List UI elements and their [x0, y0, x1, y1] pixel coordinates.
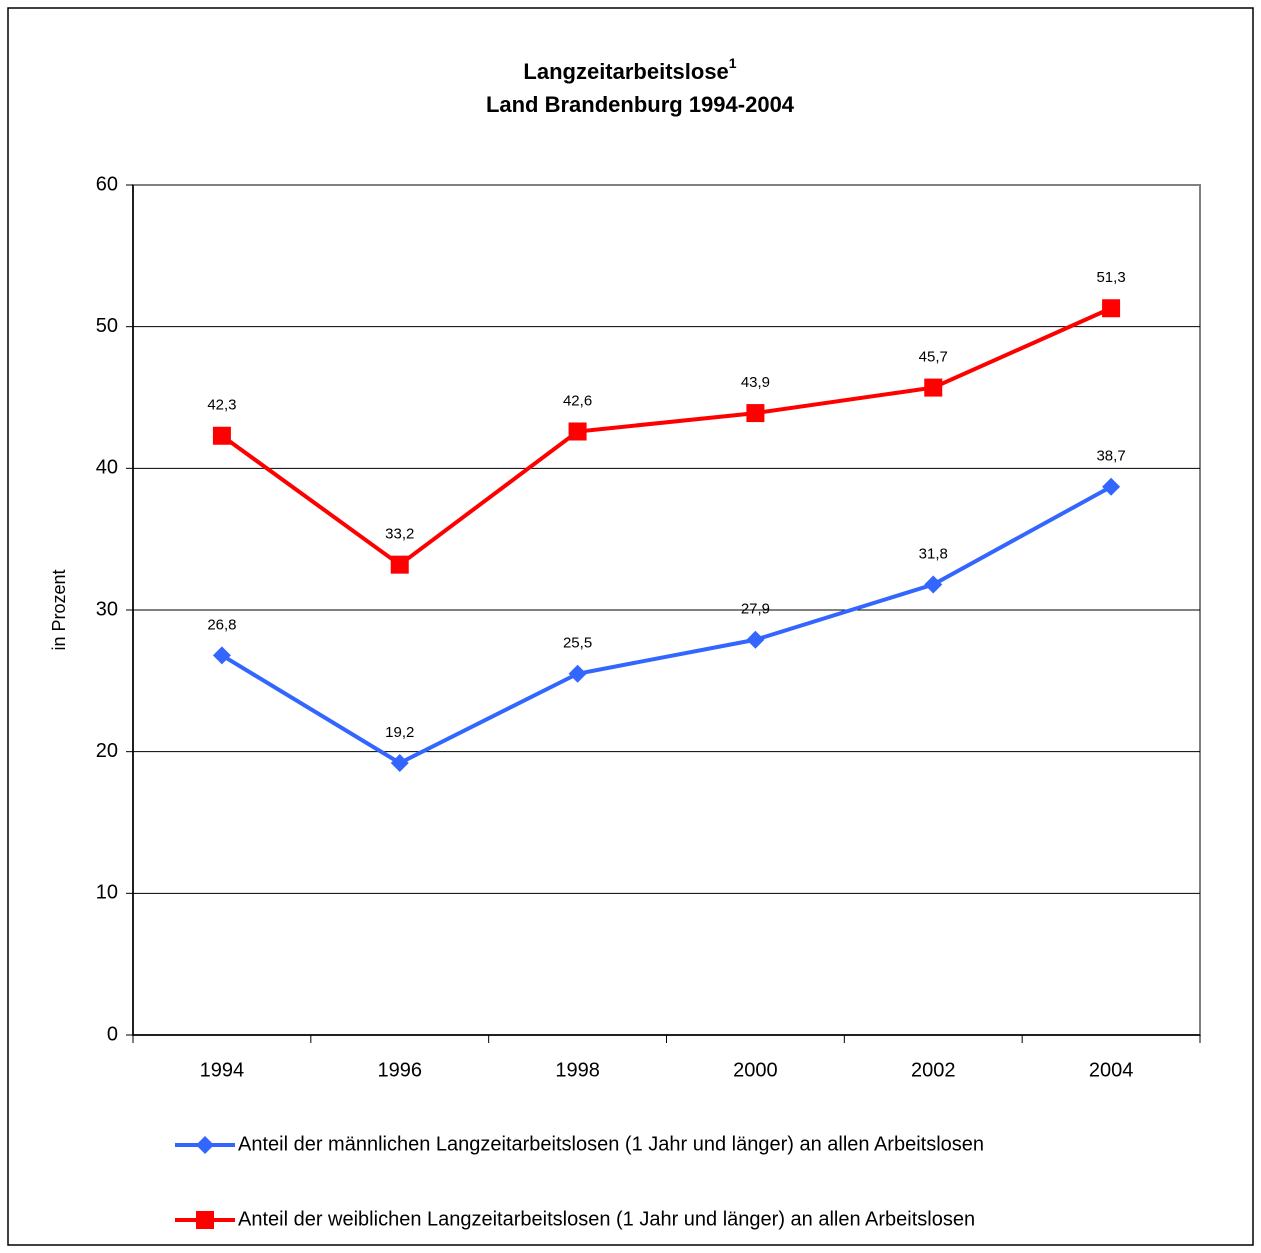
x-tick-label: 2004 — [1089, 1059, 1134, 1081]
title-superscript: 1 — [729, 55, 737, 71]
data-label: 51,3 — [1096, 269, 1125, 286]
data-label: 31,8 — [919, 545, 948, 562]
data-point — [568, 664, 587, 683]
x-tick-label: 1994 — [200, 1059, 245, 1081]
legend-marker — [196, 1211, 214, 1229]
data-label: 26,8 — [207, 616, 236, 633]
y-tick-label: 20 — [96, 740, 118, 762]
data-point — [746, 630, 765, 649]
data-point — [212, 646, 231, 665]
chart-subtitle: Land Brandenburg 1994-2004 — [486, 92, 795, 117]
data-label: 25,5 — [563, 635, 592, 652]
y-axis-label: in Prozent — [49, 569, 69, 650]
y-tick-label: 40 — [96, 457, 118, 479]
data-label: 27,9 — [741, 601, 770, 618]
chart-title: Langzeitarbeitslose1 — [523, 55, 736, 84]
data-label: 33,2 — [385, 526, 414, 543]
y-tick-label: 10 — [96, 882, 118, 904]
data-point — [1102, 477, 1121, 496]
data-label: 38,7 — [1096, 448, 1125, 465]
y-tick-label: 50 — [96, 315, 118, 337]
legend-marker — [196, 1136, 214, 1154]
data-point — [924, 378, 943, 397]
data-point — [568, 422, 587, 441]
y-tick-label: 0 — [107, 1023, 118, 1045]
data-label: 19,2 — [385, 724, 414, 741]
data-label: 45,7 — [919, 349, 948, 366]
legend-label: Anteil der männlichen Langzeitarbeitslos… — [238, 1133, 984, 1155]
data-label: 43,9 — [741, 374, 770, 391]
x-tick-label: 2002 — [911, 1059, 956, 1081]
legend-label: Anteil der weiblichen Langzeitarbeitslos… — [238, 1208, 975, 1230]
data-label: 42,6 — [563, 392, 592, 409]
data-point — [212, 426, 231, 445]
y-tick-label: 60 — [96, 173, 118, 195]
x-tick-label: 1998 — [555, 1059, 600, 1081]
title-text: Langzeitarbeitslose — [523, 59, 728, 84]
data-label: 42,3 — [207, 397, 236, 414]
data-point — [1102, 299, 1121, 318]
data-point — [746, 404, 765, 423]
x-tick-label: 2000 — [733, 1059, 778, 1081]
series-line — [220, 306, 1112, 568]
data-point — [390, 555, 409, 574]
data-point — [390, 754, 409, 772]
y-tick-label: 30 — [96, 598, 118, 620]
data-point — [924, 575, 943, 594]
x-tick-label: 1996 — [378, 1059, 423, 1081]
series-line — [220, 484, 1113, 766]
